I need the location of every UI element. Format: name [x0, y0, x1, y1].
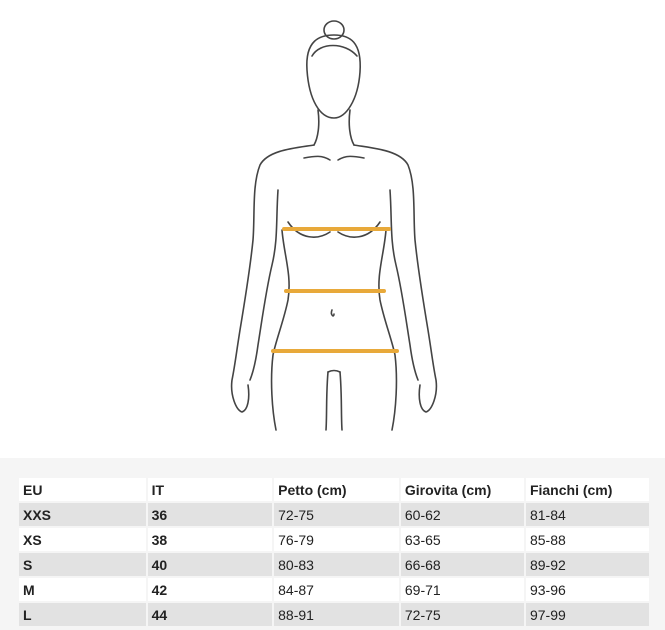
cell-fianchi: 89-92: [525, 553, 649, 576]
cell-petto: 84-87: [274, 578, 399, 601]
header-fianchi: Fianchi (cm): [525, 478, 649, 501]
cell-petto: 76-79: [274, 528, 399, 551]
cell-girovita: 69-71: [400, 578, 524, 601]
header-it: IT: [147, 478, 273, 501]
cell-girovita: 60-62: [400, 503, 524, 526]
woman-silhouette-illustration: [230, 20, 438, 431]
cell-it: 40: [147, 553, 273, 576]
cell-eu: S: [19, 553, 146, 576]
header-girovita: Girovita (cm): [400, 478, 524, 501]
cell-fianchi: 93-96: [525, 578, 649, 601]
cell-girovita: 66-68: [400, 553, 524, 576]
cell-eu: L: [19, 603, 146, 626]
cell-girovita: 63-65: [400, 528, 524, 551]
table-row: L 44 88-91 72-75 97-99: [19, 603, 649, 626]
cell-fianchi: 81-84: [525, 503, 649, 526]
cell-petto: 80-83: [274, 553, 399, 576]
cell-it: 36: [147, 503, 273, 526]
header-petto: Petto (cm): [274, 478, 399, 501]
cell-petto: 72-75: [274, 503, 399, 526]
header-eu: EU: [19, 478, 146, 501]
cell-it: 44: [147, 603, 273, 626]
cell-it: 42: [147, 578, 273, 601]
measurement-lines: [271, 227, 399, 353]
cell-eu: XXS: [19, 503, 146, 526]
cell-eu: XS: [19, 528, 146, 551]
table-row: M 42 84-87 69-71 93-96: [19, 578, 649, 601]
table-row: S 40 80-83 66-68 89-92: [19, 553, 649, 576]
cell-it: 38: [147, 528, 273, 551]
table-row: XXS 36 72-75 60-62 81-84: [19, 503, 649, 526]
cell-girovita: 72-75: [400, 603, 524, 626]
table-header-row: EU IT Petto (cm) Girovita (cm) Fianchi (…: [19, 478, 649, 501]
size-chart-table: EU IT Petto (cm) Girovita (cm) Fianchi (…: [17, 476, 651, 628]
size-chart-panel: EU IT Petto (cm) Girovita (cm) Fianchi (…: [0, 458, 665, 630]
cell-fianchi: 85-88: [525, 528, 649, 551]
table-row: XS 38 76-79 63-65 85-88: [19, 528, 649, 551]
body-measurement-figure: [230, 20, 438, 431]
cell-petto: 88-91: [274, 603, 399, 626]
cell-fianchi: 97-99: [525, 603, 649, 626]
cell-eu: M: [19, 578, 146, 601]
